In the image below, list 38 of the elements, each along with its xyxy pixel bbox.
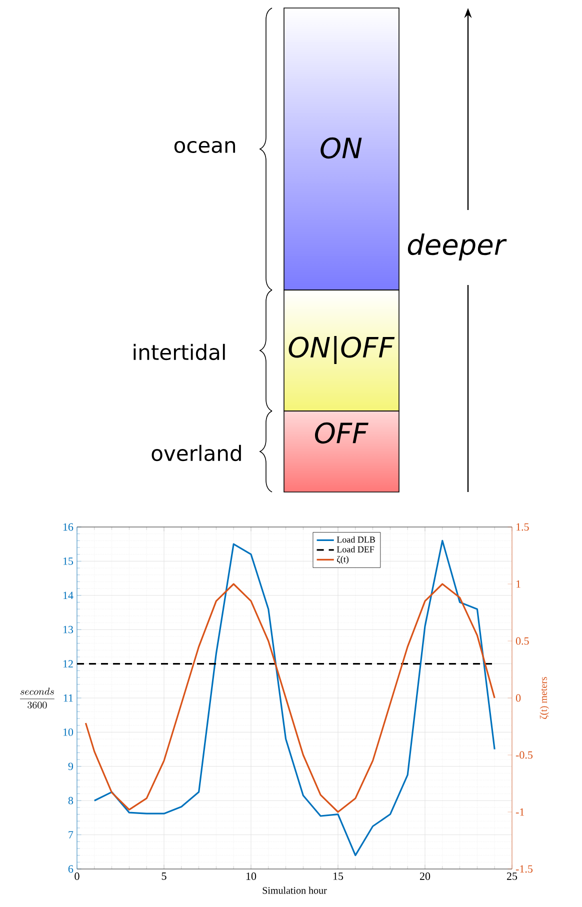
y-tick-label: 13 — [63, 626, 74, 634]
x-tick-label: 10 — [246, 872, 256, 880]
text: overland — [152, 444, 241, 462]
y-tick-label: 6 — [68, 865, 74, 873]
y2-tick-label: 1 — [516, 580, 520, 588]
text: ocean — [174, 140, 236, 154]
y-tick-label: 16 — [63, 523, 74, 531]
y2-tick-label: -1.5 — [516, 865, 533, 873]
y-tick-label: 15 — [63, 558, 74, 565]
legend-label: Load DLB — [336, 536, 375, 543]
text: ON|OFF — [288, 336, 395, 364]
x-tick-label: 20 — [420, 872, 430, 880]
y2-tick-label: -0.5 — [516, 751, 533, 759]
line-series — [84, 583, 496, 813]
text: intertidal — [134, 344, 225, 360]
y-tick-label: 11 — [64, 694, 73, 702]
y2-tick-label: 0 — [516, 694, 521, 702]
text: OFF — [314, 422, 368, 444]
y2-axis-title: ζ(t) meters — [540, 676, 549, 719]
y-tick-label: 9 — [68, 762, 74, 770]
y-tick-label: 14 — [63, 592, 74, 600]
y-tick-label: 8 — [68, 796, 74, 804]
y2-tick-label: -1 — [516, 808, 524, 816]
text: ON — [320, 137, 362, 159]
legend-label: Load DEF — [336, 546, 374, 552]
x-tick-label: 0 — [74, 872, 80, 880]
text: deeper — [408, 233, 507, 261]
y-tick-label: 7 — [68, 831, 74, 838]
legend-label: ζ(t) — [337, 556, 348, 564]
x-tick-label: 5 — [162, 872, 166, 880]
y-tick-label: 10 — [63, 728, 74, 736]
y2-tick-label: 0.5 — [516, 637, 529, 645]
x-tick-label: 15 — [333, 872, 344, 880]
x-axis-title: Simulation hour — [262, 886, 327, 894]
y2-tick-label: 1.5 — [516, 523, 529, 531]
y-tick-label: 12 — [63, 660, 73, 668]
y-axis-title: $\frac{seconds}{3600}$ — [20, 688, 54, 708]
x-tick-label: 25 — [506, 872, 518, 880]
